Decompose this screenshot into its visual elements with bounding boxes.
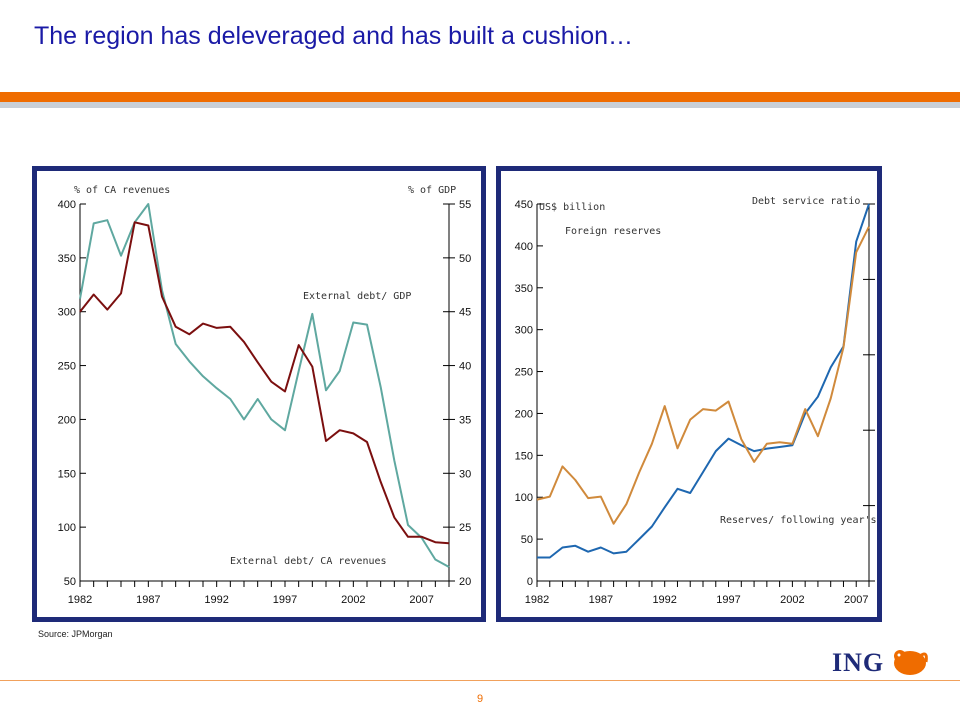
left-tick-label: 100 [515,492,533,504]
left-tick-label: 300 [58,307,76,319]
logo-text: ING [832,648,885,677]
x-tick-label: 1987 [589,594,613,606]
lion-icon [894,650,928,675]
series-label-reserves: Foreign reserves [565,226,661,237]
right-tick-label: 20 [459,576,471,588]
chart-panel-reserves: US$ billion Debt service ratio Foreign r… [496,166,882,622]
x-tick-label: 1997 [273,594,297,606]
series-label-debt-gdp: External debt/ GDP [303,291,411,302]
x-tick-label: 2007 [844,594,868,606]
left-tick-label: 400 [58,199,76,211]
series-line-2 [79,221,450,545]
ing-logo: ING [832,646,932,680]
left-tick-label: 100 [58,522,76,534]
series-line-2 [536,226,870,525]
left-tick-label: 200 [58,414,76,426]
left-tick-label: 400 [515,241,533,253]
left-axis-label: % of CA revenues [74,185,170,196]
x-tick-label: 2002 [341,594,365,606]
left-tick-label: 0 [527,576,533,588]
series-label-reserve-ratio: Reserves/ following year's debt service [720,515,877,526]
series-label-debt-ca: External debt/ CA revenues [230,556,387,567]
page-number: 9 [476,693,484,705]
left-tick-label: 250 [515,367,533,379]
right-tick-label: 40 [459,361,471,373]
x-tick-label: 1987 [136,594,160,606]
left-tick-label: 250 [58,361,76,373]
left-tick-label: 350 [58,253,76,265]
header-accent-bar-grey [0,102,960,108]
source-note: Source: JPMorgan [38,629,113,639]
reserves-chart: US$ billion Debt service ratio Foreign r… [515,196,877,606]
series-line-1 [79,203,450,568]
right-tick-label: 30 [459,468,471,480]
left-tick-label: 200 [515,408,533,420]
right-axis-label: Debt service ratio [752,196,860,207]
right-tick-label: 45 [459,307,471,319]
left-tick-label: 300 [515,325,533,337]
left-tick-label: 350 [515,283,533,295]
left-tick-label: 50 [64,576,76,588]
x-tick-label: 1997 [716,594,740,606]
chart-panel-external-debt: % of CA revenues % of GDP External debt/… [32,166,486,622]
x-tick-label: 1992 [204,594,228,606]
x-tick-label: 1992 [652,594,676,606]
left-tick-label: 450 [515,199,533,211]
right-tick-label: 50 [459,253,471,265]
slide-title: The region has deleveraged and has built… [34,22,634,50]
left-tick-label: 150 [515,450,533,462]
header-accent-bar [0,92,960,102]
right-tick-label: 35 [459,414,471,426]
x-tick-label: 1982 [525,594,549,606]
footer-line [0,680,960,681]
right-tick-label: 25 [459,522,471,534]
series-line-1 [537,203,870,559]
x-tick-label: 1982 [68,594,92,606]
right-axis-label: % of GDP [408,185,456,196]
x-tick-label: 2007 [409,594,433,606]
left-tick-label: 50 [521,534,533,546]
right-tick-label: 55 [459,199,471,211]
left-axis-label: US$ billion [539,202,605,213]
external-debt-chart: % of CA revenues % of GDP External debt/… [58,185,472,606]
left-tick-label: 150 [58,468,76,480]
x-tick-label: 2002 [780,594,804,606]
